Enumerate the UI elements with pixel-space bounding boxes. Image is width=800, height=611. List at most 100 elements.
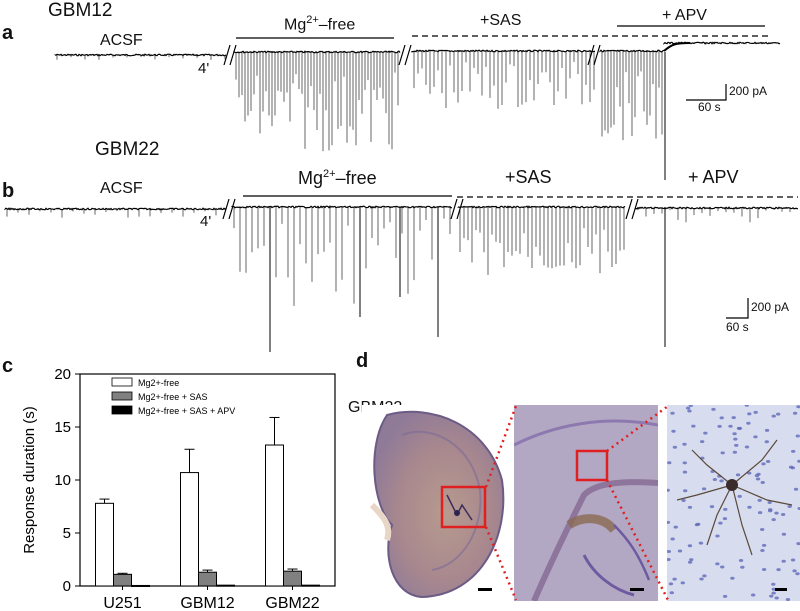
bar <box>301 584 320 587</box>
x-tick-label: U251 <box>103 595 141 611</box>
nucleus-dot <box>757 498 762 502</box>
nucleus-dot <box>797 459 800 463</box>
nucleus-dot <box>689 558 694 562</box>
nucleus-dot <box>701 487 707 491</box>
nucleus-dot <box>732 432 737 436</box>
nucleus-dot <box>669 591 675 595</box>
panel-a-scale-current: 200 pA <box>729 84 768 98</box>
nucleus-dot <box>760 549 765 553</box>
nucleus-dot <box>761 567 767 571</box>
nucleus-dot <box>771 591 776 595</box>
nucleus-dot <box>671 429 676 433</box>
legend-label: Mg2+-free + SAS + APV <box>138 406 235 416</box>
nucleus-dot <box>682 461 687 465</box>
panel-a-trace-baseline <box>54 41 781 57</box>
nucleus-dot <box>723 507 728 511</box>
panel-a-trace-break-mark <box>398 44 406 66</box>
nucleus-dot <box>774 596 779 600</box>
bar <box>131 584 150 587</box>
nucleus-dot <box>680 581 685 585</box>
y-tick-label: 20 <box>54 366 71 383</box>
nucleus-dot <box>759 527 765 531</box>
nucleus-dot <box>738 559 744 563</box>
nucleus-dot <box>753 435 758 439</box>
nucleus-dot <box>715 534 720 538</box>
nucleus-dot <box>750 593 756 597</box>
nucleus-dot <box>734 443 739 447</box>
nucleus-dot <box>722 594 728 598</box>
bar <box>180 472 199 587</box>
nucleus-dot <box>737 426 743 430</box>
nucleus-dot <box>685 406 691 410</box>
panel-b-apv-label: + APV <box>688 167 739 187</box>
legend-swatch <box>111 405 133 415</box>
panel-d-letter: d <box>356 350 369 372</box>
nucleus-dot <box>747 505 752 509</box>
nucleus-dot <box>767 500 772 504</box>
nucleus-dot <box>687 544 693 548</box>
panel-a-letter: a <box>2 22 14 44</box>
nucleus-dot <box>687 505 693 509</box>
nucleus-dot <box>771 414 776 418</box>
panel-b-trace-break-mark <box>631 198 639 220</box>
bar <box>198 571 217 587</box>
panel-c-letter: c <box>2 355 14 377</box>
nucleus-dot <box>775 412 781 416</box>
nucleus-dot <box>764 440 770 444</box>
brain-slice-image <box>362 405 505 601</box>
nucleus-dot <box>755 477 761 481</box>
nucleus-dot <box>672 445 678 449</box>
nucleus-dot <box>760 481 765 485</box>
legend-swatch <box>111 391 133 401</box>
x-tick-label: GBM22 <box>265 595 319 611</box>
nucleus-dot <box>728 424 733 428</box>
nucleus-dot <box>771 518 776 522</box>
nucleus-dot <box>712 477 718 481</box>
nucleus-dot <box>776 568 781 572</box>
panel-a-cell-line: GBM12 <box>48 0 113 21</box>
panel-b-mgfree-label: Mg2+–free <box>298 168 377 188</box>
nucleus-dot <box>688 405 694 408</box>
panel-a-scale-bar <box>686 84 727 101</box>
nucleus-dot <box>757 511 763 515</box>
legend-swatch <box>111 377 133 387</box>
nucleus-dot <box>780 512 786 516</box>
nucleus-dot <box>771 587 776 591</box>
nucleus-dot <box>797 507 800 511</box>
nucleus-dot <box>698 541 704 545</box>
panel-b-sas-label: +SAS <box>505 167 552 187</box>
panel-a-trace-break-mark <box>587 44 595 66</box>
nucleus-dot <box>733 437 738 441</box>
nucleus-dot <box>735 473 741 477</box>
panel-b-trace-break-mark <box>222 198 230 220</box>
nucleus-dot <box>703 431 708 435</box>
panel-b-trace-break-mark <box>228 198 236 220</box>
panel-b-letter: b <box>2 180 15 202</box>
panel-b-cell-line: GBM22 <box>95 139 160 160</box>
nucleus-dot <box>737 494 742 498</box>
panel-a-apv-label: + APV <box>662 7 707 24</box>
panel-b-scale-time: 60 s <box>726 320 749 334</box>
nucleus-dot <box>785 598 791 601</box>
panel-b-trace-break-mark <box>450 198 458 220</box>
bar <box>283 570 302 587</box>
panel-b-trace-baseline <box>4 205 799 211</box>
nucleus-dot <box>787 505 792 509</box>
y-tick-label: 0 <box>63 578 71 595</box>
panel-a-trace-break-mark <box>593 44 601 66</box>
nucleus-dot <box>771 582 776 586</box>
nucleus-dot <box>732 450 738 454</box>
y-tick-label: 15 <box>54 419 71 436</box>
nucleus-dot <box>720 565 725 569</box>
nucleus-dot <box>719 416 724 420</box>
nucleus-dot <box>796 542 800 546</box>
panel-a-trace-break-mark <box>404 44 412 66</box>
nucleus-dot <box>702 574 707 578</box>
nucleus-dot <box>672 577 677 581</box>
panel-a-scale-time: 60 s <box>698 100 721 114</box>
nucleus-dot <box>667 461 672 465</box>
y-axis-label: Response duration (s) <box>21 406 38 554</box>
nucleus-dot <box>795 434 800 438</box>
panel-a-acsf-label: ACSF <box>100 32 143 49</box>
